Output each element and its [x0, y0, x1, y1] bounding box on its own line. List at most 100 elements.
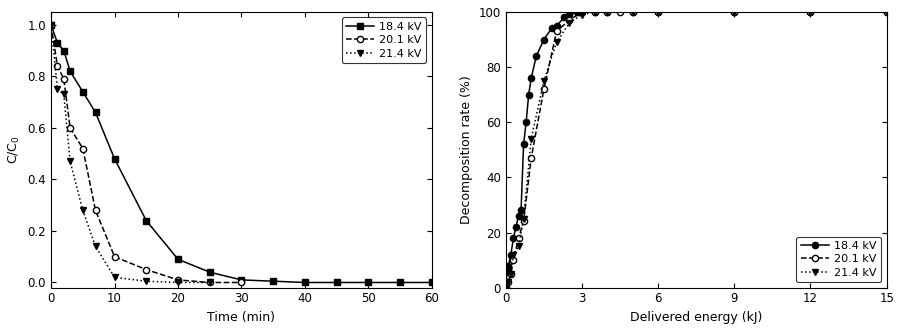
- 18.4 kV: [395, 280, 405, 284]
- 18.4 kV: [205, 270, 215, 274]
- 21.4 kV: [627, 10, 638, 14]
- 18.4 kV: [173, 257, 184, 261]
- 18.4 kV: [881, 10, 892, 14]
- 18.4 kV: [299, 280, 310, 284]
- X-axis label: Time (min): Time (min): [207, 311, 276, 324]
- 21.4 kV: [500, 286, 511, 290]
- 21.4 kV: [503, 280, 514, 284]
- 21.4 kV: [518, 217, 529, 221]
- Y-axis label: C/C$_0$: C/C$_0$: [7, 135, 22, 164]
- 18.4 kV: [521, 120, 532, 124]
- 20.1 kV: [508, 258, 519, 262]
- 20.1 kV: [513, 236, 523, 240]
- 21.4 kV: [59, 92, 69, 96]
- 18.4 kV: [602, 10, 613, 14]
- 20.1 kV: [652, 10, 663, 14]
- 18.4 kV: [502, 269, 513, 273]
- 18.4 kV: [526, 76, 537, 80]
- 21.4 kV: [652, 10, 663, 14]
- 21.4 kV: [65, 160, 76, 164]
- 21.4 kV: [173, 280, 184, 284]
- 20.1 kV: [539, 87, 550, 91]
- 18.4 kV: [551, 24, 562, 28]
- 18.4 kV: [90, 111, 101, 115]
- 20.1 kV: [729, 10, 740, 14]
- 18.4 kV: [652, 10, 663, 14]
- 20.1 kV: [65, 126, 76, 130]
- 20.1 kV: [46, 23, 57, 27]
- 18.4 kV: [531, 54, 542, 58]
- 18.4 kV: [141, 219, 151, 223]
- 21.4 kV: [551, 40, 562, 44]
- Line: 21.4 kV: 21.4 kV: [48, 22, 213, 286]
- 18.4 kV: [332, 280, 342, 284]
- Line: 18.4 kV: 18.4 kV: [503, 9, 890, 291]
- 20.1 kV: [589, 10, 600, 14]
- 21.4 kV: [513, 244, 523, 248]
- 20.1 kV: [52, 64, 63, 68]
- 18.4 kV: [539, 37, 550, 41]
- 18.4 kV: [589, 10, 600, 14]
- 20.1 kV: [205, 280, 215, 284]
- 20.1 kV: [526, 156, 537, 160]
- 20.1 kV: [141, 268, 151, 272]
- 20.1 kV: [614, 10, 625, 14]
- 18.4 kV: [546, 26, 557, 30]
- Y-axis label: Decomposition rate (%): Decomposition rate (%): [460, 75, 473, 224]
- 20.1 kV: [564, 18, 575, 22]
- 20.1 kV: [627, 10, 638, 14]
- 21.4 kV: [141, 279, 151, 283]
- 20.1 kV: [109, 255, 120, 259]
- Line: 20.1 kV: 20.1 kV: [48, 22, 244, 286]
- 20.1 kV: [500, 286, 511, 290]
- 18.4 kV: [236, 278, 247, 282]
- 21.4 kV: [729, 10, 740, 14]
- 21.4 kV: [77, 208, 88, 212]
- 21.4 kV: [90, 244, 101, 248]
- 21.4 kV: [505, 272, 516, 276]
- 18.4 kV: [59, 49, 69, 53]
- Line: 21.4 kV: 21.4 kV: [503, 9, 890, 291]
- 18.4 kV: [511, 225, 522, 229]
- 18.4 kV: [77, 90, 88, 94]
- 21.4 kV: [205, 280, 215, 284]
- 21.4 kV: [589, 10, 600, 14]
- 21.4 kV: [602, 10, 613, 14]
- 20.1 kV: [90, 208, 101, 212]
- X-axis label: Delivered energy (kJ): Delivered energy (kJ): [630, 311, 762, 324]
- 20.1 kV: [577, 10, 587, 14]
- 20.1 kV: [805, 10, 816, 14]
- 18.4 kV: [564, 13, 575, 17]
- 18.4 kV: [505, 253, 516, 257]
- 18.4 kV: [46, 23, 57, 27]
- Line: 20.1 kV: 20.1 kV: [503, 9, 890, 291]
- 18.4 kV: [559, 16, 569, 20]
- Line: 18.4 kV: 18.4 kV: [48, 22, 435, 286]
- 18.4 kV: [513, 214, 523, 218]
- 18.4 kV: [109, 157, 120, 161]
- 21.4 kV: [526, 137, 537, 141]
- 18.4 kV: [426, 280, 437, 284]
- 20.1 kV: [59, 77, 69, 81]
- 18.4 kV: [515, 209, 526, 213]
- 21.4 kV: [109, 275, 120, 279]
- 18.4 kV: [503, 263, 514, 267]
- 18.4 kV: [52, 41, 63, 45]
- 20.1 kV: [503, 280, 514, 284]
- 21.4 kV: [46, 23, 57, 27]
- 21.4 kV: [539, 79, 550, 83]
- 18.4 kV: [627, 10, 638, 14]
- 20.1 kV: [602, 10, 613, 14]
- 20.1 kV: [881, 10, 892, 14]
- 21.4 kV: [564, 21, 575, 25]
- 20.1 kV: [518, 219, 529, 223]
- 21.4 kV: [52, 87, 63, 91]
- 21.4 kV: [881, 10, 892, 14]
- 18.4 kV: [805, 10, 816, 14]
- 18.4 kV: [500, 286, 511, 290]
- 20.1 kV: [77, 147, 88, 151]
- 18.4 kV: [577, 10, 587, 14]
- 18.4 kV: [518, 142, 529, 146]
- 21.4 kV: [508, 253, 519, 257]
- 20.1 kV: [505, 272, 516, 276]
